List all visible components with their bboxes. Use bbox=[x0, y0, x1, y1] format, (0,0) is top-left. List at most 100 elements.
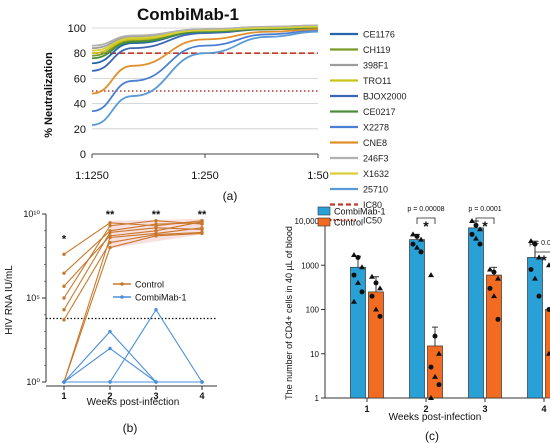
panel-c-data-point bbox=[546, 262, 550, 268]
panel-c-p-value: p = 0.034 bbox=[529, 240, 550, 247]
panel-a-title: CombiMab-1 bbox=[137, 5, 239, 24]
panel-b-x-tick-label: 2 bbox=[107, 391, 112, 401]
panel-b-legend-label: CombiMab-1 bbox=[135, 293, 187, 303]
panel-c-x-tick-label: 4 bbox=[541, 404, 546, 414]
panel-a-legend-label: IC80 bbox=[363, 200, 382, 210]
panel-b-line-control bbox=[63, 231, 203, 321]
panel-a-legend-label: CE1176 bbox=[363, 30, 395, 40]
panel-b-point-control bbox=[62, 252, 66, 256]
panel-b-subject-lines bbox=[62, 218, 204, 384]
panel-c-p-value: p = 0.0001 bbox=[468, 206, 501, 213]
panel-b-point-combimab-1 bbox=[154, 308, 158, 312]
panel-c-data-point bbox=[355, 279, 361, 285]
panel-c-cd4-bar-chart: The number of CD4+ cells in 40 µL of blo… bbox=[284, 206, 550, 443]
panel-a-line-x2278 bbox=[91, 29, 319, 113]
panel-c-data-point bbox=[477, 226, 483, 232]
panel-b-line-control bbox=[63, 232, 203, 383]
panel-b-significance-marks: *** ** ** bbox=[62, 209, 207, 246]
panel-c-annotations: p = 0.00008 * p = 0.0001 * p = 0.034 * bbox=[407, 206, 550, 268]
panel-b-y-tick-label: 10¹⁰ bbox=[23, 209, 40, 219]
panel-c-data-point bbox=[369, 293, 375, 299]
panel-a-y-tick-label: 80 bbox=[74, 48, 86, 60]
panel-c-significance-bracket bbox=[534, 251, 550, 258]
panel-b-point-control bbox=[200, 226, 204, 230]
panel-c-significance-bracket bbox=[475, 217, 495, 224]
panel-c-data-point bbox=[355, 254, 361, 260]
panel-b-point-control bbox=[108, 235, 112, 240]
panel-c-data-point bbox=[495, 275, 501, 281]
panel-c-data-point bbox=[418, 249, 424, 255]
panel-a-y-tick-label: 40 bbox=[74, 99, 86, 111]
panel-c-data-point bbox=[432, 373, 438, 379]
panel-c-data-point bbox=[428, 364, 434, 370]
panel-b-point-control bbox=[62, 308, 66, 312]
panel-c-data-point bbox=[528, 238, 534, 244]
panel-c-y-tick-label: 10,000 bbox=[295, 217, 320, 226]
panel-c-significance-marker: * bbox=[423, 218, 429, 234]
panel-c-legend-label: Control bbox=[334, 218, 363, 228]
panel-c-x-tick-label: 3 bbox=[482, 404, 487, 414]
panel-a-y-tick-label: 20 bbox=[74, 124, 86, 136]
panel-b-legend-marker bbox=[120, 282, 124, 286]
panel-a-legend-label: IC50 bbox=[363, 216, 382, 226]
panel-b-point-control bbox=[108, 230, 112, 235]
panel-c-data-point bbox=[436, 382, 442, 388]
panel-c-data-point bbox=[351, 272, 357, 278]
panel-b-point-combimab-1 bbox=[62, 380, 66, 384]
panel-a-x-tick-label: 1:1250 bbox=[75, 170, 109, 182]
panel-b-line-control bbox=[63, 227, 203, 311]
panel-c-y-tick-label: 100 bbox=[306, 306, 320, 315]
panel-c-x-axis-label: Weeks post-infection bbox=[389, 412, 482, 423]
panel-a-series-lines bbox=[91, 24, 319, 126]
panel-c-x-tick-label: 2 bbox=[423, 404, 428, 414]
panel-a-line-25710 bbox=[91, 30, 319, 126]
panel-c-p-value: p = 0.00008 bbox=[407, 206, 444, 213]
panel-b-point-combimab-1 bbox=[108, 380, 112, 384]
panel-a-x-tick-label: 1:50 bbox=[307, 170, 328, 182]
panel-c-data-point bbox=[359, 289, 365, 295]
panel-a-legend-label: X2278 bbox=[363, 123, 389, 133]
panel-b-legend: Control CombiMab-1 bbox=[113, 280, 187, 303]
panel-a-line-246f3 bbox=[91, 24, 319, 47]
panel-b-line-combimab-1 bbox=[63, 330, 202, 383]
panel-b-point-control bbox=[62, 296, 66, 300]
panel-b-point-control bbox=[62, 318, 66, 322]
panel-c-data-point bbox=[428, 272, 434, 278]
panel-c-significance-bracket bbox=[416, 217, 436, 224]
panel-c-data-point bbox=[536, 293, 542, 299]
panel-c-data-point bbox=[487, 266, 493, 272]
panel-c-y-tick-label: 1 bbox=[315, 394, 320, 403]
panel-a-legend-label: TRO11 bbox=[363, 76, 391, 86]
panel-b-legend-label: Control bbox=[135, 280, 164, 290]
panel-c-significance-marker: * bbox=[482, 218, 488, 234]
panel-a-legend-label: CH119 bbox=[363, 45, 390, 55]
panel-a-legend-label: BJOX2000 bbox=[363, 92, 407, 102]
panel-b-point-combimab-1 bbox=[108, 346, 112, 351]
panel-b-x-tick-label: 3 bbox=[153, 391, 158, 401]
panel-c-legend-swatch bbox=[317, 217, 331, 227]
panel-b-significance-marker: ** bbox=[198, 209, 207, 221]
panel-b-point-control bbox=[108, 221, 112, 225]
panel-b-x-tick-label: 4 bbox=[199, 391, 204, 401]
panel-c-data-point bbox=[477, 241, 483, 247]
panel-a-legend-label: CE0217 bbox=[363, 107, 396, 117]
panel-b-point-control bbox=[62, 271, 66, 275]
panel-c-data-point bbox=[369, 273, 375, 279]
panel-a-y-axis-label: % Neutralization bbox=[43, 52, 55, 138]
panel-c-data-point bbox=[495, 316, 501, 322]
panel-c-significance-marker: * bbox=[541, 252, 547, 268]
panel-c-bars bbox=[350, 220, 550, 399]
panel-b-point-combimab-1 bbox=[154, 380, 158, 384]
panel-b-x-axis-label: Weeks post-infection bbox=[87, 397, 180, 408]
panel-b-significance-marker: ** bbox=[152, 209, 161, 221]
panel-a-label: (a) bbox=[223, 189, 238, 203]
panel-c-data-point bbox=[373, 280, 379, 286]
panel-b-significance-marker: * bbox=[62, 234, 67, 246]
panel-c-data-point bbox=[436, 350, 442, 356]
panel-c-data-point bbox=[418, 236, 424, 242]
panel-c-data-point bbox=[377, 313, 383, 319]
panel-c-data-point bbox=[359, 264, 365, 270]
